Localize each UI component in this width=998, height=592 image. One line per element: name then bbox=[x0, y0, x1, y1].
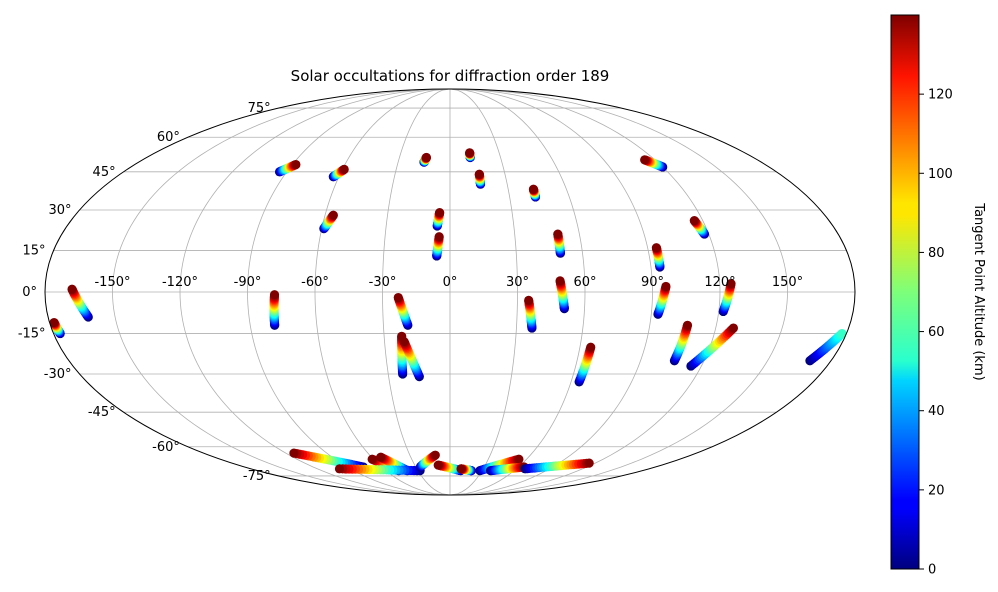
occultation-point bbox=[524, 295, 534, 305]
occultation-point bbox=[465, 148, 475, 158]
meridian-line bbox=[382, 89, 451, 495]
occultation-point bbox=[661, 281, 671, 292]
lon-tick-label: -90° bbox=[234, 275, 262, 290]
occultation-point bbox=[689, 216, 699, 226]
lat-tick-label: 30° bbox=[48, 203, 71, 218]
occultation-point bbox=[586, 342, 596, 352]
lon-tick-label: 0° bbox=[443, 275, 458, 290]
occultation-point bbox=[367, 454, 377, 464]
chart-title: Solar occultations for diffraction order… bbox=[291, 67, 610, 85]
lat-tick-label: 75° bbox=[248, 101, 271, 116]
lat-tick-label: -60° bbox=[152, 440, 180, 455]
occultation-point bbox=[435, 208, 445, 218]
occultation-point bbox=[682, 320, 693, 330]
map-outline bbox=[44, 88, 856, 496]
occultation-point bbox=[291, 159, 301, 170]
occultation-point bbox=[399, 337, 409, 347]
colorbar-gradient bbox=[890, 14, 920, 570]
occultation-point bbox=[553, 229, 563, 239]
graticule bbox=[45, 89, 855, 495]
occultation-point bbox=[640, 155, 650, 165]
occultation-point bbox=[584, 458, 594, 468]
meridian-line bbox=[179, 89, 451, 495]
meridian-line bbox=[112, 89, 451, 495]
meridian-line bbox=[449, 89, 653, 495]
occultation-points bbox=[49, 148, 847, 476]
occultation-point bbox=[528, 184, 539, 194]
occultation-point bbox=[334, 464, 345, 474]
lon-tick-label: 30° bbox=[506, 275, 529, 290]
colorbar: 0 20 40 60 80 100 120 Tangent Point Altitude (… bbox=[890, 14, 986, 578]
colorbar-ticks: 0 20 40 60 80 100 120 bbox=[919, 88, 953, 578]
meridian-line bbox=[247, 89, 451, 495]
occultation-point bbox=[49, 317, 59, 328]
lon-tick-label: 150° bbox=[772, 275, 803, 290]
colorbar-tick-label: 0 bbox=[928, 563, 936, 578]
meridian-line bbox=[314, 89, 451, 495]
occultation-point bbox=[456, 464, 466, 474]
occultation-point bbox=[434, 232, 444, 242]
lat-tick-label: 0° bbox=[22, 285, 37, 300]
lat-tick-label: -15° bbox=[18, 327, 46, 342]
occultation-point bbox=[67, 284, 77, 294]
lon-tick-label: -30° bbox=[369, 275, 397, 290]
lat-tick-label: -45° bbox=[88, 405, 116, 420]
lon-tick-label: 90° bbox=[641, 275, 664, 290]
occultation-point bbox=[514, 454, 524, 464]
lat-tick-label: 15° bbox=[23, 243, 46, 258]
meridian-line bbox=[449, 89, 721, 495]
occultation-point bbox=[289, 448, 299, 458]
occultation-point bbox=[393, 292, 403, 303]
occultation-point bbox=[269, 290, 280, 300]
meridian-line bbox=[449, 89, 518, 495]
colorbar-tick-label: 40 bbox=[928, 404, 945, 419]
occultation-point bbox=[430, 450, 440, 460]
lat-tick-label: 45° bbox=[93, 165, 116, 180]
occultation-point bbox=[474, 169, 484, 179]
occultation-point bbox=[433, 460, 443, 470]
occultation-point bbox=[555, 276, 565, 286]
colorbar-tick-label: 120 bbox=[928, 88, 953, 103]
occultation-point bbox=[421, 152, 432, 163]
colorbar-label: Tangent Point Altitude (km) bbox=[971, 202, 986, 380]
lon-tick-label: 60° bbox=[573, 275, 596, 290]
occultation-point bbox=[376, 452, 386, 462]
colorbar-tick-label: 20 bbox=[928, 483, 945, 498]
meridian-line bbox=[449, 89, 586, 495]
occultation-point bbox=[328, 210, 338, 220]
longitude-tick-labels: -150° -120° -90° -60° -30° 0° 30° 60° 90° 120° 150… bbox=[94, 275, 803, 290]
occultation-point bbox=[339, 164, 349, 174]
occultation-point bbox=[726, 279, 736, 289]
colorbar-tick-label: 100 bbox=[928, 167, 953, 182]
lon-tick-label: -150° bbox=[94, 275, 130, 290]
meridian-line bbox=[449, 89, 788, 495]
lon-tick-label: -60° bbox=[301, 275, 329, 290]
lon-tick-label: -120° bbox=[162, 275, 198, 290]
lon-tick-label: 120° bbox=[704, 275, 735, 290]
colorbar-tick-label: 60 bbox=[928, 325, 945, 340]
lat-tick-label: -30° bbox=[44, 367, 72, 382]
occultation-point bbox=[837, 328, 847, 339]
occultation-point bbox=[728, 323, 739, 333]
lat-tick-label: 60° bbox=[157, 130, 180, 145]
latitude-tick-labels: 75° 60° 45° 30° 15° 0° -15° -30° -45° -60° -75° bbox=[18, 101, 271, 484]
occultation-point bbox=[651, 243, 662, 253]
colorbar-tick-label: 80 bbox=[928, 246, 945, 261]
lat-tick-label: -75° bbox=[243, 469, 271, 484]
